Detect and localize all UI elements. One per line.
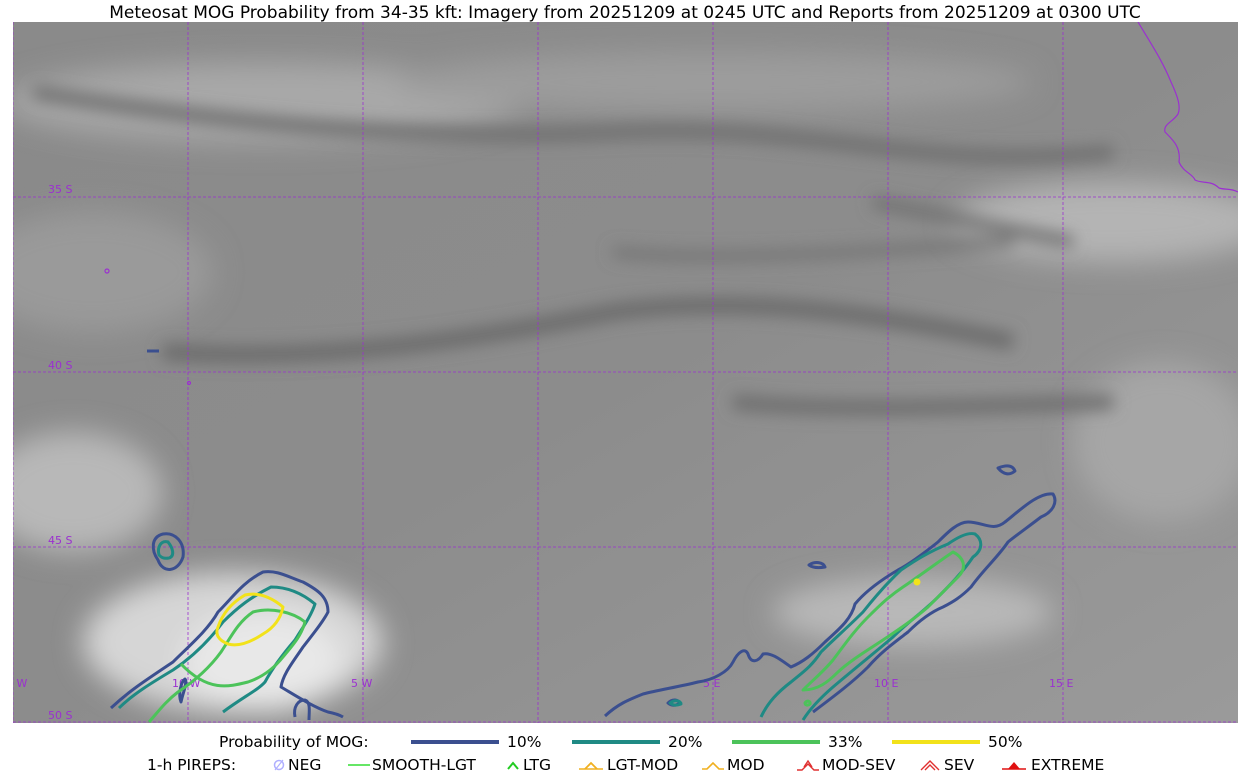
legend-swatch-33pct: [732, 740, 820, 744]
pireps-legend-title: 1-h PIREPS:: [147, 756, 237, 774]
sev-icon: [920, 760, 940, 771]
probability-legend-title: Probability of MOG:: [219, 733, 369, 751]
lgt-mod-icon: [579, 761, 603, 770]
ltg-caret-icon: [507, 761, 519, 770]
legend-label-33pct: 33%: [828, 733, 863, 751]
legend-label-50pct: 50%: [988, 733, 1023, 751]
legend-label-20pct: 20%: [668, 733, 703, 751]
lon-label-15e: 15 E: [1049, 677, 1073, 690]
legend-item-extreme: EXTREME: [1001, 756, 1104, 774]
legend-item-20pct: 20%: [572, 733, 702, 751]
legend-item-sev: SEV: [918, 756, 974, 774]
legend-label-lgt-mod: LGT-MOD: [607, 756, 679, 774]
legend-label-neg: NEG: [288, 756, 322, 774]
dark-bands: [31, 85, 1114, 415]
legend-item-smooth-lgt: SMOOTH-LGT: [347, 756, 476, 774]
extreme-icon: [1002, 762, 1026, 770]
legend-label-mod: MOD: [727, 756, 765, 774]
map-title: Meteosat MOG Probability from 34-35 kft:…: [109, 3, 1141, 23]
legend-item-neg: NEG: [272, 756, 321, 774]
mod-caret-icon: [702, 761, 724, 770]
legend-label-smooth-lgt: SMOOTH-LGT: [372, 756, 476, 774]
legend-item-33pct: 33%: [732, 733, 862, 751]
lat-label-35s: 35 S: [48, 183, 72, 196]
legend-swatch-20pct: [572, 740, 660, 744]
legend-item-10pct: 10%: [411, 733, 541, 751]
contour-20pct: [117, 532, 983, 721]
neg-circle-icon: [273, 759, 285, 771]
satellite-map: 35 S 40 S 45 S 50 S 15 W 10 W 5 W 5 E 10…: [13, 22, 1238, 723]
cloud-texture: [13, 52, 1238, 712]
legend-swatch-50pct: [892, 740, 980, 744]
lat-label-45s: 45 S: [48, 534, 72, 547]
graticule: [13, 22, 1238, 723]
contour-50pct: [215, 578, 921, 647]
legend-item-mod: MOD: [701, 756, 765, 774]
legend-label-extreme: EXTREME: [1031, 756, 1105, 774]
legend-item-mod-sev: MOD-SEV: [796, 756, 895, 774]
legend-item-ltg: LTG: [505, 756, 551, 774]
legend-item-50pct: 50%: [892, 733, 1022, 751]
legend-item-lgt-mod: LGT-MOD: [578, 756, 678, 774]
legend-label-mod-sev: MOD-SEV: [822, 756, 896, 774]
coastline: [104, 22, 1238, 386]
lon-label-10e: 10 E: [874, 677, 898, 690]
contour-33pct: [147, 550, 965, 723]
lat-label-50s: 50 S: [48, 709, 72, 722]
lat-label-40s: 40 S: [48, 359, 72, 372]
mod-sev-icon: [797, 759, 819, 771]
lon-label-5w: 5 W: [351, 677, 372, 690]
smooth-line-icon: [348, 764, 370, 766]
legend-label-sev: SEV: [944, 756, 975, 774]
legend-label-ltg: LTG: [523, 756, 551, 774]
lon-label-15w: 15 W: [13, 677, 27, 690]
legend-swatch-10pct: [411, 740, 499, 744]
legend-label-10pct: 10%: [507, 733, 542, 751]
